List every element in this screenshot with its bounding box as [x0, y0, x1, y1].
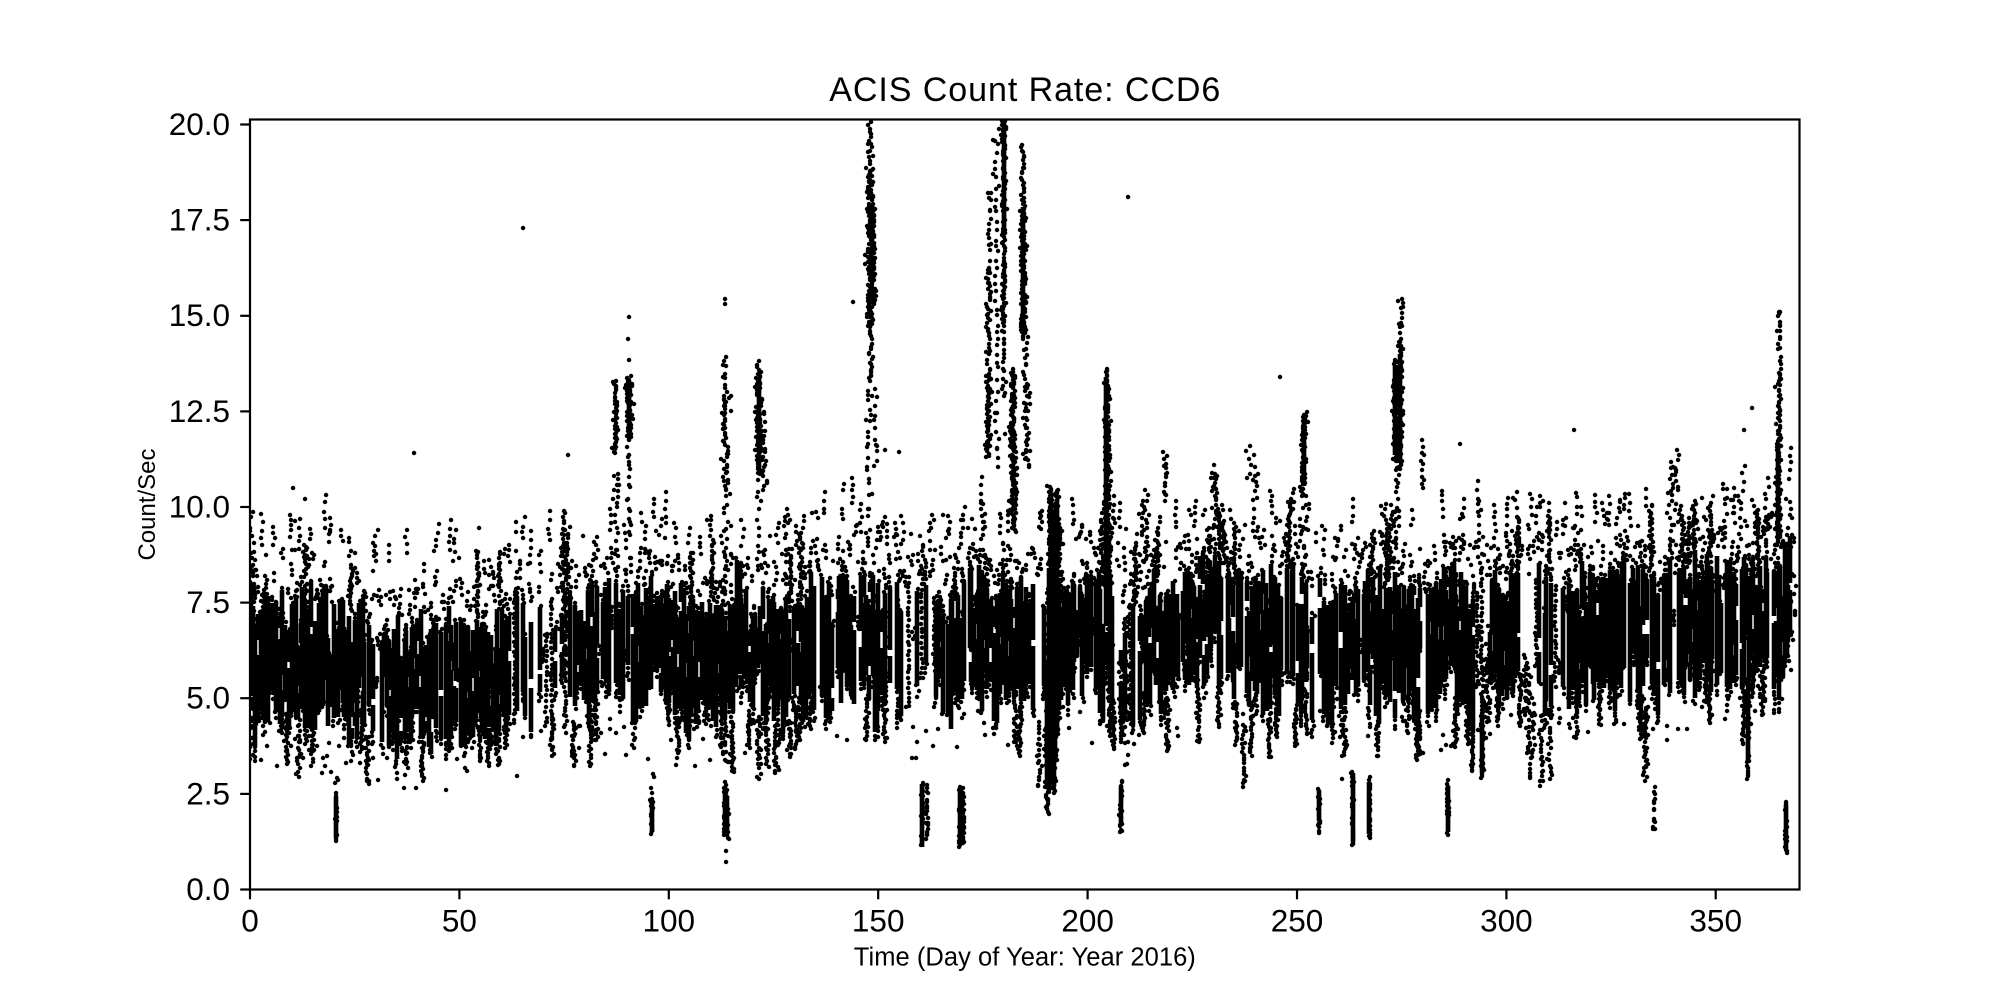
svg-text:5.0: 5.0: [186, 680, 230, 716]
svg-text:Count/Sec: Count/Sec: [134, 448, 161, 560]
svg-text:15.0: 15.0: [169, 297, 230, 333]
svg-text:7.5: 7.5: [186, 584, 230, 620]
svg-text:200: 200: [1061, 903, 1114, 939]
svg-text:0.0: 0.0: [186, 871, 230, 907]
svg-text:12.5: 12.5: [169, 393, 230, 429]
svg-text:ACIS Count Rate: CCD6: ACIS Count Rate: CCD6: [829, 71, 1220, 109]
svg-text:300: 300: [1480, 903, 1533, 939]
svg-text:100: 100: [643, 903, 696, 939]
svg-text:350: 350: [1689, 903, 1742, 939]
svg-text:17.5: 17.5: [169, 202, 230, 238]
svg-text:150: 150: [852, 903, 905, 939]
svg-text:250: 250: [1271, 903, 1324, 939]
svg-text:20.0: 20.0: [169, 106, 230, 142]
svg-text:10.0: 10.0: [169, 488, 230, 524]
svg-text:Time (Day of Year: Year 2016): Time (Day of Year: Year 2016): [854, 944, 1196, 972]
svg-text:0: 0: [241, 903, 259, 939]
svg-text:2.5: 2.5: [186, 775, 230, 811]
svg-text:50: 50: [442, 903, 477, 939]
